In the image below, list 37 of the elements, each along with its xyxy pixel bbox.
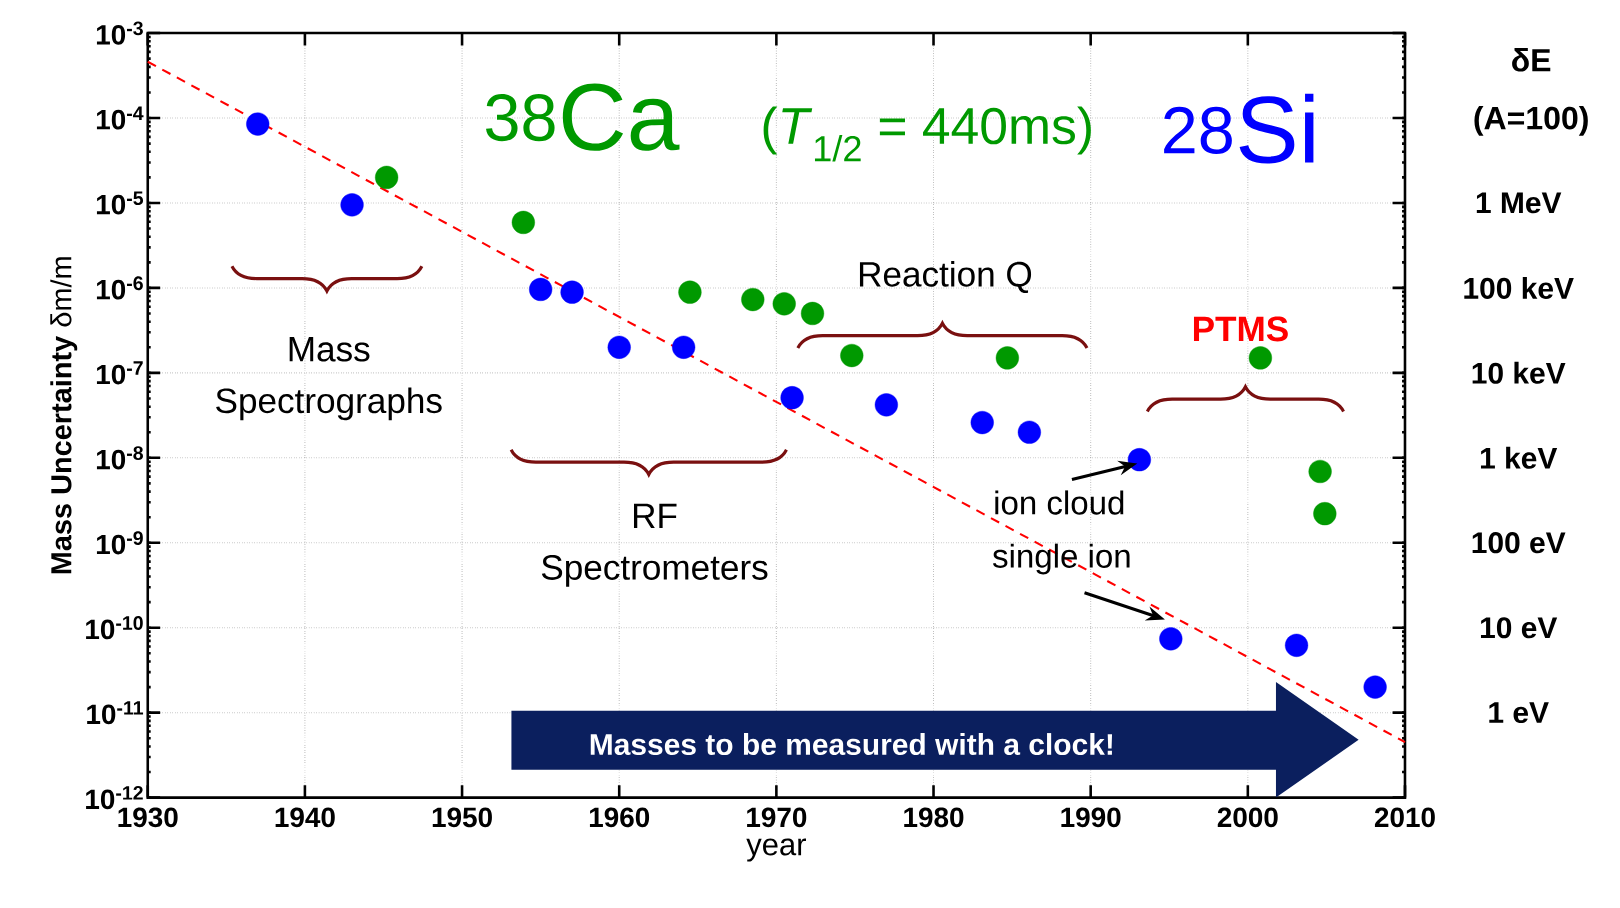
text: 1 MeV	[1476, 192, 1562, 214]
text: 1 keV	[1480, 446, 1558, 469]
x-tick-label: 1980	[904, 807, 964, 828]
y-tick-label: 10$^{-3}$	[96, 21, 143, 45]
x-tick-label: 1990	[1061, 807, 1121, 828]
x-tick-label: 1970	[747, 807, 807, 828]
text: $^{28}$Si	[1164, 93, 1314, 164]
x-tick-label: 1960	[589, 807, 650, 828]
x-tick-label: 2000	[1217, 807, 1278, 828]
y-tick-label: 10$^{-5}$	[96, 191, 144, 215]
y-tick-label: 10$^{-7}$	[96, 361, 143, 385]
y-axis-title: Mass Uncertainty δm/m	[50, 257, 78, 574]
annotation: Mass Spectrographs	[216, 337, 442, 421]
x-axis-title: year	[746, 838, 806, 862]
annotation: RF Spectrometers	[541, 503, 768, 587]
x-tick-label: 1940	[275, 807, 335, 828]
annotation: single ion	[992, 543, 1130, 575]
text: 1 eV	[1489, 702, 1549, 724]
y-tick-label: 10$^{-9}$	[96, 531, 143, 555]
text: 100 eV	[1472, 532, 1566, 554]
annotation: Reaction Q	[859, 260, 1032, 293]
x-tick-label: 2010	[1374, 807, 1435, 828]
y-tick-label: 10$^{-6}$	[96, 276, 143, 300]
text: 100 keV	[1464, 276, 1574, 299]
text: δE (A=100)	[1474, 48, 1588, 136]
text: 10 keV	[1472, 361, 1566, 384]
series-label: $^{38}$Ca	[486, 83, 680, 151]
y-tick-label: 10$^{-4}$	[96, 106, 144, 130]
text: 10 eV	[1480, 617, 1558, 639]
y-tick-label: 10$^{-10}$	[86, 616, 143, 640]
x-tick-label: 1950	[432, 807, 492, 828]
annotation: ion cloud	[995, 490, 1124, 515]
y-tick-label: 10$^{-11}$	[87, 701, 144, 725]
annotation: (T$_{1/2}$ = 440ms)	[763, 106, 1091, 162]
annotation: PTMS	[1193, 316, 1288, 342]
annotation: Masses to be measured with a clock!	[590, 733, 1113, 756]
y-tick-label: 10$^{-8}$	[96, 446, 143, 470]
